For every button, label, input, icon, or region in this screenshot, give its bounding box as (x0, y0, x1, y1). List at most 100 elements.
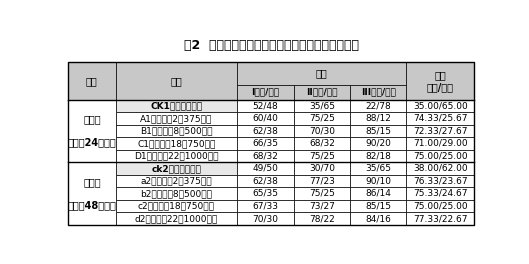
Bar (406, 137, 474, 150)
Text: 重复: 重复 (316, 69, 328, 79)
Bar (238, 100, 294, 112)
Bar (238, 150, 294, 162)
Bar (238, 175, 294, 187)
Bar (238, 200, 294, 212)
Text: D1（实施例22，1000倍）: D1（实施例22，1000倍） (134, 152, 218, 161)
Text: a2（实施例2，375倍）: a2（实施例2，375倍） (141, 176, 212, 186)
Text: 67/33: 67/33 (252, 201, 278, 210)
Bar (350, 112, 406, 125)
Bar (294, 162, 350, 175)
Bar (350, 175, 406, 187)
Text: 70/30: 70/30 (252, 214, 278, 223)
Bar (238, 62, 406, 85)
Text: III（雄/雌）: III（雄/雌） (361, 88, 396, 97)
Text: 84/16: 84/16 (366, 214, 391, 223)
Bar (115, 162, 238, 175)
Text: 第一组

（浸种24小时）: 第一组 （浸种24小时） (68, 114, 116, 148)
Text: 76.33/23.67: 76.33/23.67 (413, 176, 468, 186)
Bar (115, 137, 238, 150)
Bar (115, 175, 238, 187)
Text: 处理: 处理 (170, 76, 183, 86)
Text: 65/35: 65/35 (252, 189, 278, 198)
Bar (238, 137, 294, 150)
Text: 22/78: 22/78 (366, 101, 391, 110)
Text: 75.00/25.00: 75.00/25.00 (413, 152, 468, 161)
Text: 73/27: 73/27 (309, 201, 335, 210)
Bar (68, 162, 115, 225)
Text: CK1（清水对照）: CK1（清水对照） (150, 101, 203, 110)
Text: 75.00/25.00: 75.00/25.00 (413, 201, 468, 210)
Bar (406, 100, 474, 112)
Bar (238, 125, 294, 137)
Bar (68, 62, 474, 225)
Text: 90/20: 90/20 (366, 139, 391, 148)
Text: 77.33/22.67: 77.33/22.67 (413, 214, 468, 223)
Bar (115, 112, 238, 125)
Text: 86/14: 86/14 (366, 189, 391, 198)
Text: 75/25: 75/25 (309, 114, 335, 123)
Bar (294, 137, 350, 150)
Text: 88/12: 88/12 (366, 114, 391, 123)
Bar (238, 187, 294, 200)
Text: d2（实施例22，1000倍）: d2（实施例22，1000倍） (135, 214, 218, 223)
Bar (115, 200, 238, 212)
Text: 编号: 编号 (86, 76, 98, 86)
Bar (406, 112, 474, 125)
Bar (406, 187, 474, 200)
Text: c2（实施例18，750倍）: c2（实施例18，750倍） (138, 201, 215, 210)
Bar (238, 112, 294, 125)
Bar (406, 125, 474, 137)
Bar (406, 175, 474, 187)
Bar (294, 85, 350, 100)
Text: 30/70: 30/70 (309, 164, 335, 173)
Bar (294, 125, 350, 137)
Bar (115, 125, 238, 137)
Bar (294, 112, 350, 125)
Text: 70/30: 70/30 (309, 126, 335, 135)
Text: 38.00/62.00: 38.00/62.00 (413, 164, 468, 173)
Text: 52/48: 52/48 (253, 101, 278, 110)
Text: 71.00/29.00: 71.00/29.00 (413, 139, 468, 148)
Bar (406, 212, 474, 225)
Bar (294, 187, 350, 200)
Bar (350, 187, 406, 200)
Bar (238, 85, 294, 100)
Text: B1（实施例8，500倍）: B1（实施例8，500倍） (140, 126, 213, 135)
Bar (238, 212, 294, 225)
Text: 62/38: 62/38 (252, 176, 278, 186)
Bar (350, 137, 406, 150)
Bar (350, 125, 406, 137)
Text: 75.33/24.67: 75.33/24.67 (413, 189, 468, 198)
Text: C1（实施例18，750倍）: C1（实施例18，750倍） (137, 139, 216, 148)
Bar (294, 212, 350, 225)
Bar (294, 175, 350, 187)
Bar (350, 150, 406, 162)
Text: 82/18: 82/18 (366, 152, 391, 161)
Bar (238, 162, 294, 175)
Bar (68, 62, 115, 100)
Text: II（雄/雌）: II（雄/雌） (306, 88, 338, 97)
Bar (115, 212, 238, 225)
Bar (350, 100, 406, 112)
Text: 62/38: 62/38 (252, 126, 278, 135)
Text: I（雄/雌）: I（雄/雌） (251, 88, 279, 97)
Bar (294, 150, 350, 162)
Bar (350, 200, 406, 212)
Text: 66/35: 66/35 (252, 139, 278, 148)
Text: 60/40: 60/40 (252, 114, 278, 123)
Text: 90/10: 90/10 (365, 176, 391, 186)
Bar (294, 200, 350, 212)
Bar (294, 100, 350, 112)
Bar (350, 162, 406, 175)
Text: 35.00/65.00: 35.00/65.00 (413, 101, 468, 110)
Text: 77/23: 77/23 (309, 176, 335, 186)
Bar (406, 200, 474, 212)
Bar (350, 85, 406, 100)
Bar (115, 187, 238, 200)
Text: 表2  不同处理对波板瓜雌雄株数量比例分化的影响: 表2 不同处理对波板瓜雌雄株数量比例分化的影响 (184, 39, 359, 53)
Text: 78/22: 78/22 (309, 214, 335, 223)
Text: 第二组

（浸种48小时）: 第二组 （浸种48小时） (67, 177, 116, 210)
Text: 35/65: 35/65 (365, 164, 391, 173)
Text: 72.33/27.67: 72.33/27.67 (413, 126, 468, 135)
Bar (350, 212, 406, 225)
